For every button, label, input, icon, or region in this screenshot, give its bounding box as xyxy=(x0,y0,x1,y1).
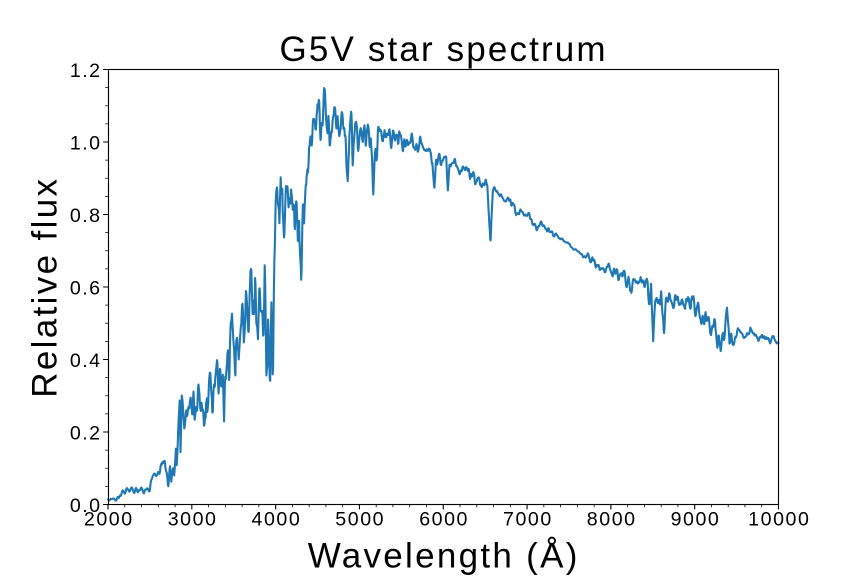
svg-text:2000: 2000 xyxy=(84,509,134,531)
svg-text:0.2: 0.2 xyxy=(70,422,102,444)
svg-text:0.6: 0.6 xyxy=(70,277,102,299)
svg-text:G5V star spectrum: G5V star spectrum xyxy=(280,30,608,69)
svg-text:0.0: 0.0 xyxy=(70,495,102,517)
svg-text:Wavelength (Å): Wavelength (Å) xyxy=(308,536,580,575)
svg-text:9000: 9000 xyxy=(671,509,721,531)
svg-text:4000: 4000 xyxy=(252,509,302,531)
svg-text:3000: 3000 xyxy=(168,509,218,531)
svg-text:5000: 5000 xyxy=(335,509,385,531)
svg-text:Relative flux: Relative flux xyxy=(26,177,65,398)
svg-text:6000: 6000 xyxy=(419,509,469,531)
svg-text:0.4: 0.4 xyxy=(70,350,102,372)
svg-text:1.2: 1.2 xyxy=(70,60,102,82)
svg-text:1.0: 1.0 xyxy=(70,132,102,154)
svg-text:8000: 8000 xyxy=(587,509,637,531)
svg-text:10000: 10000 xyxy=(748,509,810,531)
svg-text:0.8: 0.8 xyxy=(70,205,102,227)
svg-text:7000: 7000 xyxy=(503,509,553,531)
